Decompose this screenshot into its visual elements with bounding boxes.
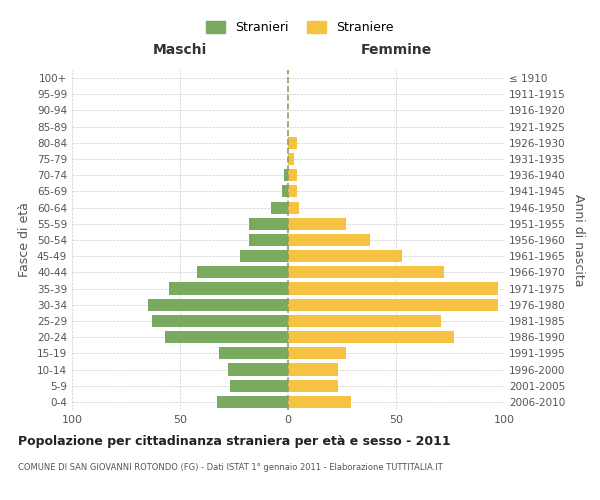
Bar: [288, 137, 296, 149]
Bar: [288, 348, 346, 360]
Bar: [288, 186, 296, 198]
Text: Femmine: Femmine: [361, 43, 431, 57]
Bar: [288, 250, 403, 262]
Bar: [249, 234, 288, 246]
Legend: Stranieri, Straniere: Stranieri, Straniere: [202, 16, 398, 40]
Bar: [288, 331, 454, 343]
Bar: [152, 315, 288, 327]
Bar: [288, 364, 338, 376]
Bar: [288, 380, 338, 392]
Bar: [219, 348, 288, 360]
Text: Popolazione per cittadinanza straniera per età e sesso - 2011: Popolazione per cittadinanza straniera p…: [18, 435, 451, 448]
Bar: [227, 364, 288, 376]
Y-axis label: Fasce di età: Fasce di età: [19, 202, 31, 278]
Bar: [288, 266, 443, 278]
Bar: [288, 153, 295, 165]
Bar: [169, 282, 288, 294]
Bar: [281, 186, 288, 198]
Bar: [230, 380, 288, 392]
Bar: [288, 169, 296, 181]
Bar: [288, 315, 442, 327]
Bar: [197, 266, 288, 278]
Bar: [288, 218, 346, 230]
Text: Maschi: Maschi: [153, 43, 207, 57]
Bar: [148, 298, 288, 311]
Y-axis label: Anni di nascita: Anni di nascita: [572, 194, 585, 286]
Bar: [288, 298, 497, 311]
Bar: [288, 396, 350, 408]
Bar: [284, 169, 288, 181]
Bar: [288, 202, 299, 213]
Bar: [249, 218, 288, 230]
Text: COMUNE DI SAN GIOVANNI ROTONDO (FG) - Dati ISTAT 1° gennaio 2011 - Elaborazione : COMUNE DI SAN GIOVANNI ROTONDO (FG) - Da…: [18, 463, 443, 472]
Bar: [165, 331, 288, 343]
Bar: [217, 396, 288, 408]
Bar: [288, 234, 370, 246]
Bar: [271, 202, 288, 213]
Bar: [288, 282, 497, 294]
Bar: [241, 250, 288, 262]
